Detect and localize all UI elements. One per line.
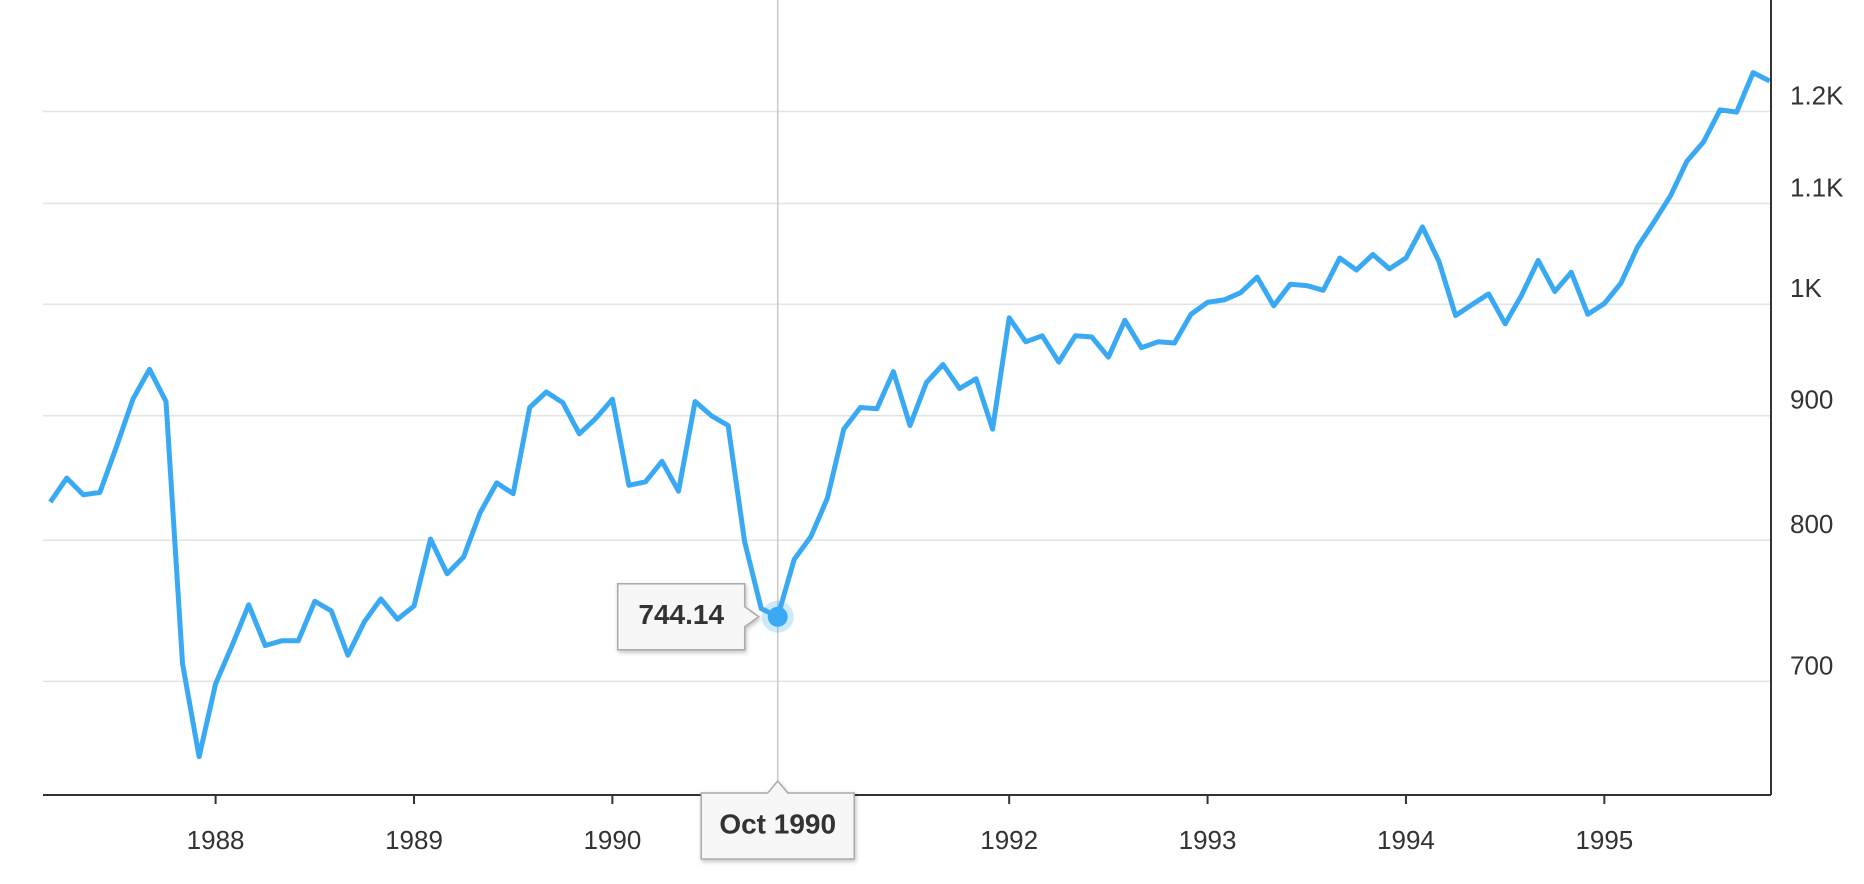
y-tick-label: 1.2K	[1790, 80, 1844, 110]
value-tooltip	[616, 583, 761, 651]
x-tick-label: 1994	[1377, 825, 1435, 855]
x-tick-label: 1988	[187, 825, 245, 855]
y-tick-label: 700	[1790, 650, 1833, 680]
grid	[43, 0, 1771, 795]
y-tick-label: 900	[1790, 385, 1833, 415]
y-tick-label: 1.1K	[1790, 172, 1844, 202]
x-tick-label: 1993	[1179, 825, 1237, 855]
x-tick-label: 1989	[385, 825, 443, 855]
y-tick-label: 800	[1790, 509, 1833, 539]
x-tick-label: 1990	[583, 825, 641, 855]
line	[48, 70, 1771, 760]
axes: 700 800 900 1K 1.1K 1.2K 1988 1989 1990 1992 1993 1…	[43, 0, 1844, 855]
tooltips: 744.14 Oct 1990	[616, 583, 855, 860]
plot-area	[48, 70, 1771, 760]
y-tick-label: 1K	[1790, 273, 1822, 303]
date-tooltip	[700, 779, 855, 860]
date-tooltip-text: Oct 1990	[719, 808, 836, 839]
hover-point	[767, 606, 788, 627]
x-tick-label: 1995	[1575, 825, 1633, 855]
x-tick-label: 1992	[980, 825, 1038, 855]
value-tooltip-text: 744.14	[638, 599, 724, 630]
